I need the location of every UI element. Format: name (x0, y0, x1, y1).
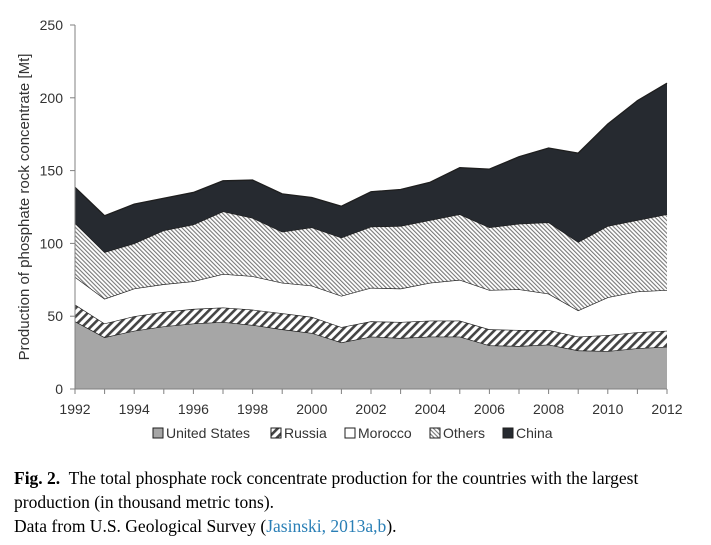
area-others (75, 211, 667, 311)
source-suffix: ). (386, 516, 397, 536)
legend-swatch-morocco (344, 427, 356, 439)
stacked-area-chart: 0 50 100 150 200 250 1992 1994 1996 1998 2000 2002 2… (16, 17, 683, 441)
area-united-states (75, 321, 667, 389)
x-tick-label: 1994 (119, 401, 150, 417)
y-tick-label: 0 (55, 381, 63, 397)
legend-swatch-china (502, 427, 514, 439)
legend-label-united-states: United States (166, 425, 250, 441)
reference-link[interactable]: Jasinski, 2013a,b (266, 516, 387, 536)
legend-label-russia: Russia (284, 425, 327, 441)
legend-label-others: Others (443, 425, 485, 441)
x-tick-label: 2002 (355, 401, 386, 417)
plot-area (74, 82, 668, 389)
caption-text: The total phosphate rock concentrate pro… (14, 468, 639, 512)
y-axis-label: Production of phosphate rock concentrate… (16, 54, 33, 361)
legend-label-china: China (516, 425, 553, 441)
area-boundary-china (74, 82, 668, 217)
figure-caption: Fig. 2. The total phosphate rock concent… (14, 466, 704, 538)
x-tick-label: 2006 (474, 401, 505, 417)
y-tick-label: 250 (40, 17, 64, 33)
x-tick-label: 1998 (237, 401, 268, 417)
area-russia (75, 304, 667, 352)
x-tick-label: 2008 (533, 401, 564, 417)
y-tick-label: 50 (47, 308, 63, 324)
x-tick-label: 2000 (296, 401, 327, 417)
source-prefix: Data from U.S. Geological Survey ( (14, 516, 267, 536)
legend-swatch-russia (270, 427, 282, 439)
legend-swatch-united-states (152, 427, 164, 439)
y-tick-label: 200 (40, 90, 64, 106)
axes: 0 50 100 150 200 250 1992 1994 1996 1998 2000 2002 2… (40, 17, 683, 417)
legend-swatch-others (429, 427, 441, 439)
y-tick-label: 150 (40, 163, 64, 179)
caption-main: Fig. 2. The total phosphate rock concent… (14, 466, 704, 514)
legend: United States Russia Morocco Others China (152, 425, 553, 441)
x-tick-label: 2010 (592, 401, 623, 417)
figure-label: Fig. 2. (14, 468, 61, 488)
area-china (75, 83, 667, 253)
x-tick-label: 1992 (59, 401, 90, 417)
y-tick-label: 100 (40, 235, 64, 251)
legend-label-morocco: Morocco (358, 425, 412, 441)
x-tick-label: 2012 (651, 401, 682, 417)
x-tick-label: 1996 (178, 401, 209, 417)
x-tick-label: 2004 (415, 401, 446, 417)
caption-source: Data from U.S. Geological Survey (Jasins… (14, 514, 704, 538)
